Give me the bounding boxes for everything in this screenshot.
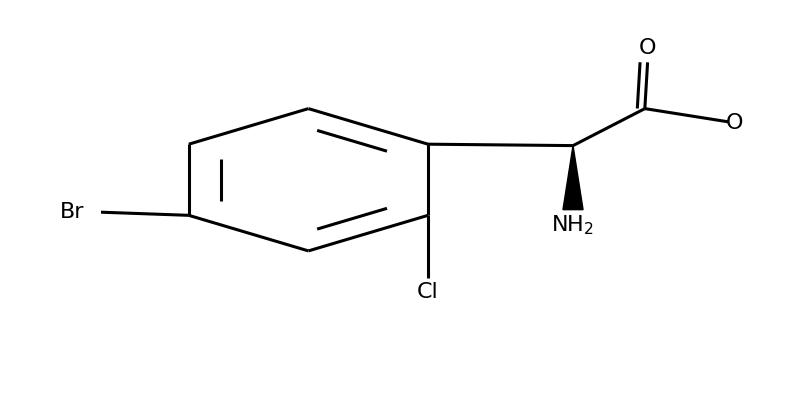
Text: O: O: [726, 113, 744, 133]
Text: Br: Br: [60, 202, 84, 222]
Text: NH$_2$: NH$_2$: [552, 213, 595, 237]
Text: O: O: [639, 39, 656, 58]
Text: Cl: Cl: [417, 282, 439, 302]
Polygon shape: [563, 146, 583, 210]
